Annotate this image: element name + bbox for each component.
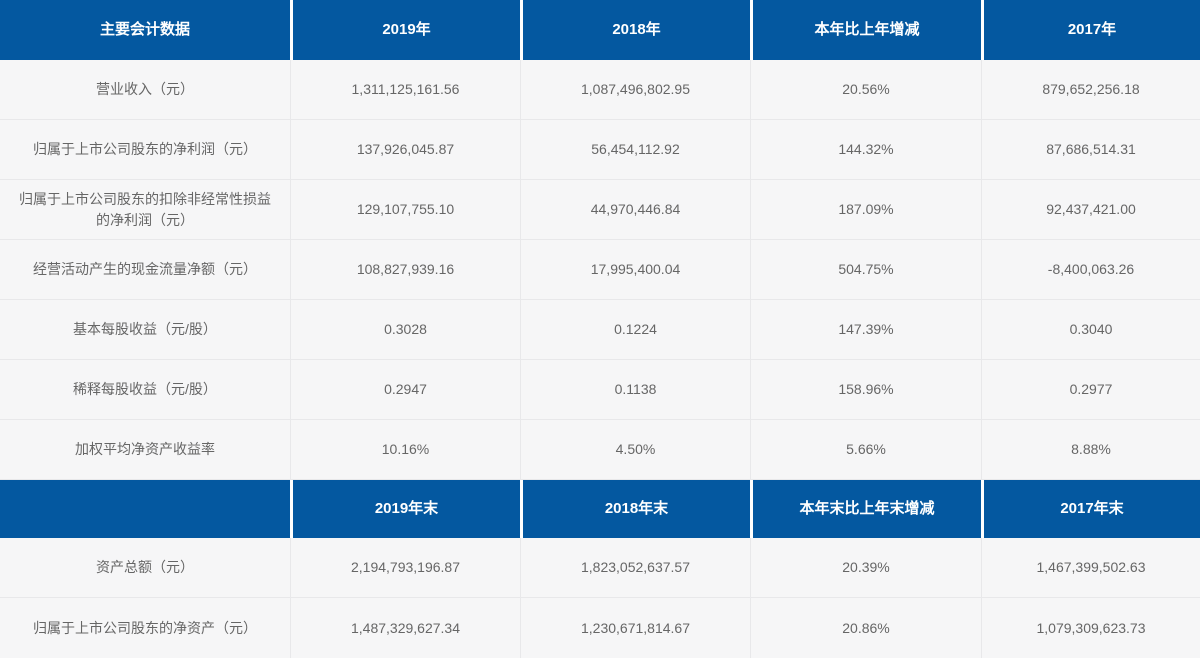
value-2019: 2,194,793,196.87 — [290, 538, 520, 598]
value-2019: 137,926,045.87 — [290, 120, 520, 180]
value-2017: 1,467,399,502.63 — [981, 538, 1200, 598]
value-2017: 1,079,309,623.73 — [981, 598, 1200, 658]
value-2019: 1,487,329,627.34 — [290, 598, 520, 658]
value-2017: 879,652,256.18 — [981, 60, 1200, 120]
value-change: 20.56% — [750, 60, 981, 120]
header-2018: 2018年 — [520, 0, 750, 60]
table-header-annual: 主要会计数据 2019年 2018年 本年比上年增减 2017年 — [0, 0, 1200, 60]
header-2017: 2017年 — [981, 0, 1200, 60]
value-2018: 0.1224 — [520, 300, 750, 360]
value-2017: 87,686,514.31 — [981, 120, 1200, 180]
value-change: 187.09% — [750, 180, 981, 240]
value-2019: 129,107,755.10 — [290, 180, 520, 240]
table-row-basic-eps: 基本每股收益（元/股） 0.3028 0.1224 147.39% 0.3040 — [0, 300, 1200, 360]
value-2017: 0.3040 — [981, 300, 1200, 360]
header-year-end-change: 本年末比上年末增减 — [750, 480, 981, 538]
row-label: 资产总额（元） — [0, 538, 290, 598]
value-2018: 1,087,496,802.95 — [520, 60, 750, 120]
value-change: 20.86% — [750, 598, 981, 658]
row-label: 归属于上市公司股东的净资产（元） — [0, 598, 290, 658]
value-2017: 92,437,421.00 — [981, 180, 1200, 240]
row-label: 加权平均净资产收益率 — [0, 420, 290, 480]
row-label: 基本每股收益（元/股） — [0, 300, 290, 360]
header-2017-end: 2017年末 — [981, 480, 1200, 538]
value-2018: 1,823,052,637.57 — [520, 538, 750, 598]
header-2019-end: 2019年末 — [290, 480, 520, 538]
value-2018: 4.50% — [520, 420, 750, 480]
table-header-year-end: 2019年末 2018年末 本年末比上年末增减 2017年末 — [0, 480, 1200, 538]
header-main-accounting-data: 主要会计数据 — [0, 0, 290, 60]
value-change: 144.32% — [750, 120, 981, 180]
value-2018: 0.1138 — [520, 360, 750, 420]
table-row-net-profit: 归属于上市公司股东的净利润（元） 137,926,045.87 56,454,1… — [0, 120, 1200, 180]
value-2019: 1,311,125,161.56 — [290, 60, 520, 120]
value-2019: 0.2947 — [290, 360, 520, 420]
value-change: 147.39% — [750, 300, 981, 360]
header-2019: 2019年 — [290, 0, 520, 60]
table-row-net-profit-excl-nonrecurring: 归属于上市公司股东的扣除非经常性损益的净利润（元） 129,107,755.10… — [0, 180, 1200, 240]
row-label: 经营活动产生的现金流量净额（元） — [0, 240, 290, 300]
row-label: 稀释每股收益（元/股） — [0, 360, 290, 420]
table-row-operating-revenue: 营业收入（元） 1,311,125,161.56 1,087,496,802.9… — [0, 60, 1200, 120]
value-2018: 44,970,446.84 — [520, 180, 750, 240]
value-2018: 1,230,671,814.67 — [520, 598, 750, 658]
value-2019: 0.3028 — [290, 300, 520, 360]
value-2018: 17,995,400.04 — [520, 240, 750, 300]
header-empty — [0, 480, 290, 538]
row-label: 归属于上市公司股东的扣除非经常性损益的净利润（元） — [0, 180, 290, 240]
table-row-diluted-eps: 稀释每股收益（元/股） 0.2947 0.1138 158.96% 0.2977 — [0, 360, 1200, 420]
value-2017: 8.88% — [981, 420, 1200, 480]
value-change: 20.39% — [750, 538, 981, 598]
row-label: 营业收入（元） — [0, 60, 290, 120]
value-2017: -8,400,063.26 — [981, 240, 1200, 300]
row-label: 归属于上市公司股东的净利润（元） — [0, 120, 290, 180]
value-change: 158.96% — [750, 360, 981, 420]
header-2018-end: 2018年末 — [520, 480, 750, 538]
table-row-total-assets: 资产总额（元） 2,194,793,196.87 1,823,052,637.5… — [0, 538, 1200, 598]
value-change: 5.66% — [750, 420, 981, 480]
value-2019: 108,827,939.16 — [290, 240, 520, 300]
table-row-weighted-avg-roe: 加权平均净资产收益率 10.16% 4.50% 5.66% 8.88% — [0, 420, 1200, 480]
header-yoy-change: 本年比上年增减 — [750, 0, 981, 60]
value-2017: 0.2977 — [981, 360, 1200, 420]
value-change: 504.75% — [750, 240, 981, 300]
table-row-operating-cash-flow: 经营活动产生的现金流量净额（元） 108,827,939.16 17,995,4… — [0, 240, 1200, 300]
table-row-net-assets: 归属于上市公司股东的净资产（元） 1,487,329,627.34 1,230,… — [0, 598, 1200, 658]
value-2018: 56,454,112.92 — [520, 120, 750, 180]
value-2019: 10.16% — [290, 420, 520, 480]
